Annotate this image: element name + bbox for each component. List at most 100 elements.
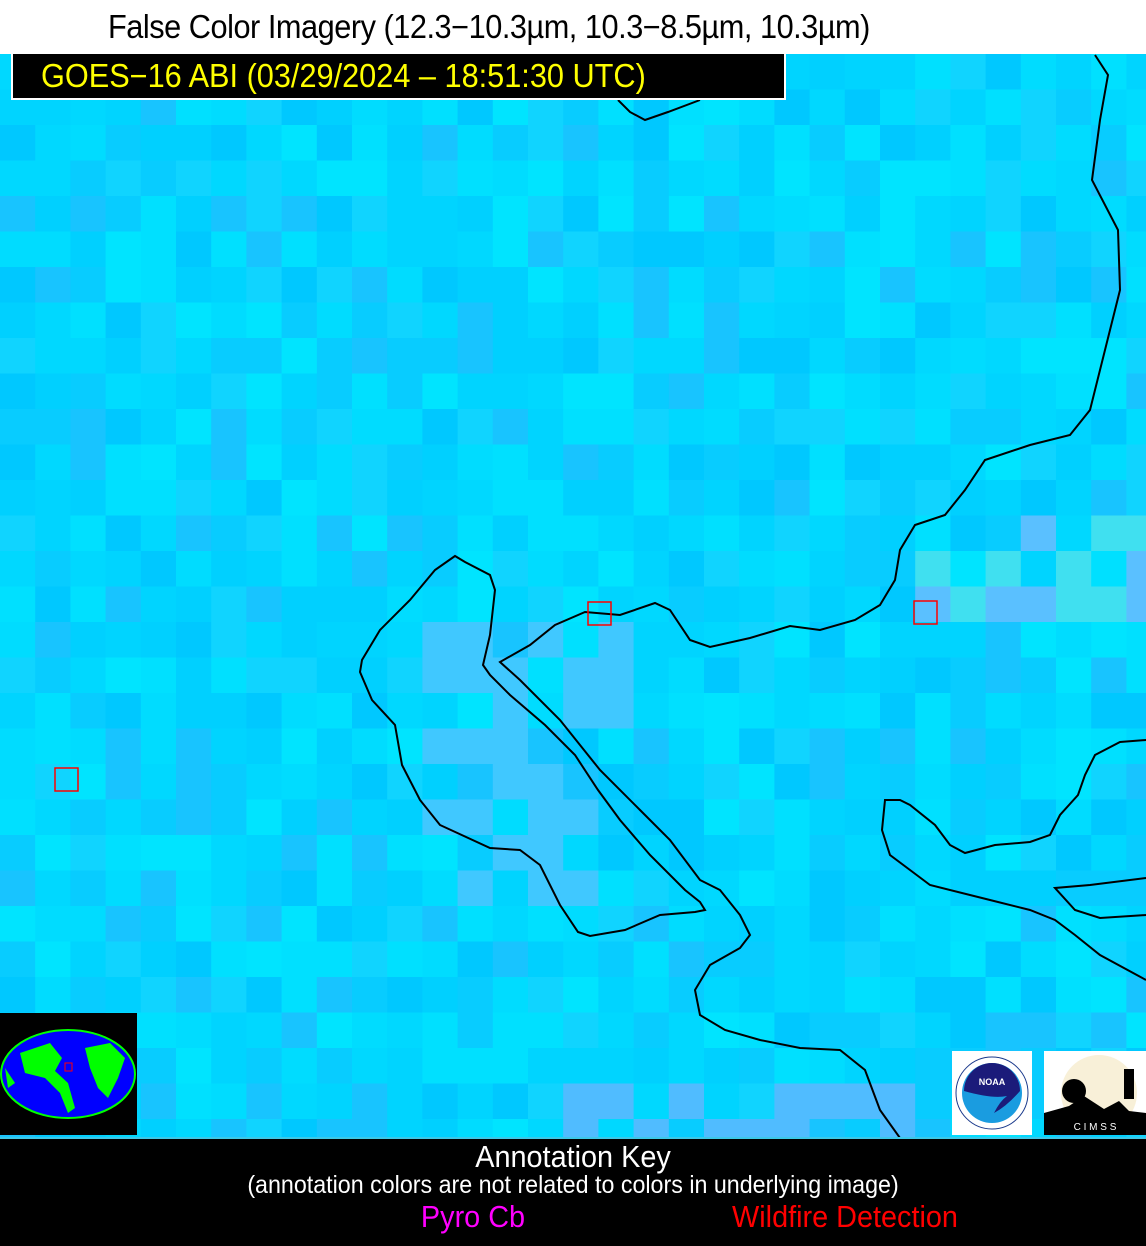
wildfire-detection-box[interactable] — [54, 767, 79, 792]
image-pixel — [950, 444, 987, 481]
image-pixel — [1020, 551, 1057, 587]
image-pixel — [528, 799, 564, 836]
image-pixel — [140, 622, 177, 658]
image-pixel — [211, 1012, 247, 1049]
image-pixel — [1126, 196, 1146, 232]
image-pixel — [985, 657, 1022, 694]
image-pixel — [774, 870, 811, 907]
image-pixel — [985, 160, 1022, 197]
image-pixel — [950, 941, 987, 978]
image-pixel — [246, 267, 283, 303]
image-pixel — [1056, 196, 1092, 232]
image-pixel — [915, 693, 951, 729]
subtitle-box: GOES−16 ABI (03/29/2024 – 18:51:30 UTC) — [11, 54, 786, 100]
image-pixel — [704, 870, 740, 907]
image-pixel — [1056, 444, 1092, 481]
image-pixel — [844, 657, 881, 694]
image-pixel — [352, 480, 388, 516]
image-pixel — [774, 160, 811, 197]
image-pixel — [668, 196, 705, 232]
image-pixel — [598, 409, 635, 445]
image-pixel — [246, 302, 283, 339]
image-pixel — [70, 160, 107, 197]
image-pixel — [176, 586, 212, 623]
image-pixel — [387, 409, 423, 445]
image-pixel — [1020, 480, 1057, 516]
image-pixel — [809, 1083, 846, 1120]
image-pixel — [1056, 373, 1092, 410]
image-pixel — [70, 444, 107, 481]
image-pixel — [528, 1083, 564, 1120]
image-pixel — [950, 657, 987, 694]
image-pixel — [528, 231, 564, 268]
image-pixel — [281, 764, 318, 800]
image-pixel — [739, 515, 775, 552]
image-pixel — [492, 125, 529, 161]
image-pixel — [915, 480, 951, 516]
image-pixel — [1126, 231, 1146, 268]
image-pixel — [70, 302, 107, 339]
image-pixel — [0, 941, 36, 978]
image-pixel — [915, 515, 951, 552]
image-pixel — [739, 125, 775, 161]
image-pixel — [246, 835, 283, 871]
image-pixel — [0, 906, 36, 942]
image-pixel — [598, 196, 635, 232]
image-pixel — [1056, 764, 1092, 800]
image-pixel — [246, 906, 283, 942]
image-pixel — [457, 267, 494, 303]
image-pixel — [528, 160, 564, 197]
image-pixel — [1091, 977, 1127, 1013]
image-pixel — [739, 302, 775, 339]
image-pixel — [140, 657, 177, 694]
image-pixel — [387, 728, 423, 765]
image-pixel — [598, 231, 635, 268]
image-pixel — [880, 586, 916, 623]
image-pixel — [915, 622, 951, 658]
image-pixel — [387, 444, 423, 481]
wildfire-detection-box[interactable] — [587, 601, 612, 626]
image-pixel — [70, 409, 107, 445]
image-pixel — [528, 373, 564, 410]
image-pixel — [598, 1119, 635, 1137]
image-pixel — [35, 338, 71, 374]
image-pixel — [492, 657, 529, 694]
image-pixel — [105, 586, 142, 623]
image-pixel — [492, 373, 529, 410]
image-pixel — [211, 196, 247, 232]
image-pixel — [0, 409, 36, 445]
image-pixel — [809, 54, 846, 90]
image-pixel — [281, 1119, 318, 1137]
image-pixel — [809, 444, 846, 481]
image-pixel — [598, 622, 635, 658]
image-pixel — [0, 302, 36, 339]
wildfire-detection-box[interactable] — [913, 600, 938, 625]
noaa-logo-text: NOAA — [979, 1077, 1006, 1087]
image-pixel — [704, 977, 740, 1013]
image-pixel — [105, 906, 142, 942]
image-pixel — [563, 231, 599, 268]
image-pixel — [1126, 764, 1146, 800]
image-pixel — [668, 267, 705, 303]
image-pixel — [1056, 302, 1092, 339]
image-pixel — [352, 586, 388, 623]
image-pixel — [844, 409, 881, 445]
image-pixel — [809, 657, 846, 694]
image-pixel — [105, 622, 142, 658]
image-pixel — [246, 480, 283, 516]
image-pixel — [563, 1119, 599, 1137]
image-pixel — [105, 515, 142, 552]
image-pixel — [0, 444, 36, 481]
image-pixel — [316, 373, 353, 410]
image-pixel — [1091, 267, 1127, 303]
image-pixel — [668, 1083, 705, 1120]
image-pixel — [387, 373, 423, 410]
image-pixel — [1126, 1012, 1146, 1049]
image-pixel — [598, 1083, 635, 1120]
image-pixel — [668, 515, 705, 552]
image-pixel — [633, 693, 670, 729]
image-pixel — [739, 799, 775, 836]
image-pixel — [880, 764, 916, 800]
image-pixel — [352, 515, 388, 552]
image-pixel — [422, 444, 459, 481]
